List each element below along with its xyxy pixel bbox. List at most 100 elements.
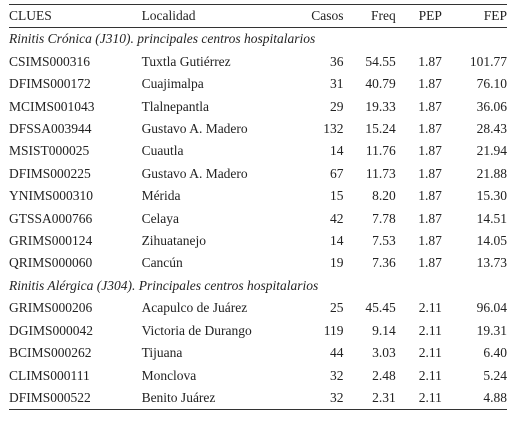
header-row: CLUES Localidad Casos Freq PEP FEP	[9, 5, 507, 28]
cell-localidad: Tijuana	[141, 345, 183, 361]
cell-casos: 31	[329, 76, 344, 92]
cell-fep: 15.30	[476, 188, 507, 204]
table-body: Rinitis Crónica (J310). principales cent…	[9, 28, 507, 410]
cell-localidad: Benito Juárez	[141, 389, 216, 405]
cell-clues: GTSSA000766	[9, 210, 93, 226]
table-row: GRIMS000206 Acapulco de Juárez 25 45.45 2.11…	[9, 297, 507, 319]
cell-freq: 54.55	[365, 53, 396, 69]
table-row: GTSSA000766 Celaya 42 7.78 1.87 14.51	[9, 208, 507, 230]
cell-pep: 1.87	[418, 98, 442, 114]
cell-casos: 119	[323, 322, 344, 338]
cell-localidad: Gustavo A. Madero	[141, 121, 248, 137]
cell-clues: MSIST000025	[9, 143, 90, 159]
cell-clues: GRIMS000206	[9, 300, 93, 316]
cell-fep: 76.10	[476, 76, 507, 92]
cell-pep: 1.87	[418, 76, 442, 92]
table-row: MSIST000025 Cuautla 14 11.76 1.87 21.94	[9, 140, 507, 162]
cell-clues: BCIMS000262	[9, 345, 92, 361]
cell-localidad: Acapulco de Juárez	[141, 300, 248, 316]
cell-localidad: Tuxtla Gutiérrez	[141, 53, 231, 69]
table-row: YNIMS000310 Mérida 15 8.20 1.87 15.30	[9, 185, 507, 207]
cell-freq: 8.20	[372, 188, 396, 204]
cell-freq: 11.73	[365, 165, 396, 181]
cell-casos: 14	[329, 143, 344, 159]
cell-pep: 1.87	[418, 233, 442, 249]
cell-fep: 28.43	[476, 121, 507, 137]
cell-freq: 15.24	[365, 121, 396, 137]
table-row: DFIMS000225 Gustavo A. Madero 67 11.73 1.87 2…	[9, 163, 507, 185]
cell-fep: 4.88	[483, 389, 507, 405]
cell-localidad: Cuajimalpa	[141, 76, 204, 92]
cell-localidad: Tlalnepantla	[141, 98, 210, 114]
cell-casos: 19	[329, 255, 344, 271]
cell-pep: 1.87	[418, 210, 442, 226]
header-localidad: Localidad	[141, 8, 196, 23]
cell-clues: YNIMS000310	[9, 188, 94, 204]
cell-casos: 36	[329, 53, 344, 69]
cell-clues: DFIMS000522	[9, 389, 91, 405]
section-title-row: Rinitis Alérgica (J304). Principales cen…	[9, 275, 507, 297]
cell-fep: 21.88	[476, 165, 507, 181]
cell-freq: 7.78	[372, 210, 396, 226]
table-row: DFIMS000172 Cuajimalpa 31 40.79 1.87 76.10	[9, 73, 507, 95]
cell-freq: 3.03	[372, 345, 396, 361]
cell-casos: 32	[329, 389, 344, 405]
cell-freq: 7.53	[372, 233, 396, 249]
header-clues: CLUES	[9, 8, 52, 23]
cell-fep: 36.06	[476, 98, 507, 114]
header-casos: Casos	[311, 8, 344, 23]
cell-freq: 40.79	[365, 76, 396, 92]
cell-casos: 14	[329, 233, 344, 249]
cell-clues: GRIMS000124	[9, 233, 93, 249]
cell-freq: 2.48	[372, 367, 396, 383]
cell-localidad: Monclova	[141, 367, 197, 383]
table-row: CSIMS000316 Tuxtla Gutiérrez 36 54.55 1.87 10…	[9, 51, 507, 73]
cell-fep: 14.05	[476, 233, 507, 249]
table-row: BCIMS000262 Tijuana 44 3.03 2.11 6.40	[9, 342, 507, 364]
cell-localidad: Cuautla	[141, 143, 184, 159]
cell-clues: CLIMS000111	[9, 367, 90, 383]
cell-fep: 13.73	[476, 255, 507, 271]
cell-pep: 2.11	[418, 322, 442, 338]
header-pep: PEP	[418, 8, 442, 23]
table-row: DGIMS000042 Victoria de Durango 119 9.14 2.1…	[9, 320, 507, 342]
cell-casos: 25	[329, 300, 344, 316]
table-row: CLIMS000111 Monclova 32 2.48 2.11 5.24	[9, 365, 507, 387]
cell-freq: 7.36	[372, 255, 396, 271]
cell-localidad: Gustavo A. Madero	[141, 165, 248, 181]
header-fep: FEP	[483, 8, 507, 23]
cell-pep: 1.87	[418, 255, 442, 271]
cell-fep: 6.40	[483, 345, 507, 361]
cell-freq: 19.33	[365, 98, 396, 114]
cell-localidad: Celaya	[141, 210, 180, 226]
hospital-table: CLUES Localidad Casos Freq PEP FEP Rinit…	[9, 4, 507, 411]
cell-casos: 15	[329, 188, 344, 204]
cell-freq: 45.45	[365, 300, 396, 316]
cell-pep: 2.11	[418, 367, 442, 383]
cell-clues: DGIMS000042	[9, 322, 94, 338]
cell-pep: 1.87	[418, 165, 442, 181]
cell-clues: DFIMS000172	[9, 76, 91, 92]
cell-pep: 1.87	[418, 53, 442, 69]
section-title: Rinitis Alérgica (J304). Principales cen…	[9, 277, 319, 293]
cell-localidad: Mérida	[141, 188, 181, 204]
cell-fep: 5.24	[483, 367, 507, 383]
cell-pep: 1.87	[418, 143, 442, 159]
table-row: GRIMS000124 Zihuatanejo 14 7.53 1.87 14.05	[9, 230, 507, 252]
cell-casos: 32	[329, 367, 344, 383]
cell-clues: MCIMS001043	[9, 98, 95, 114]
table-row: DFIMS000522 Benito Juárez 32 2.31 2.11 4.88	[9, 387, 507, 410]
cell-fep: 21.94	[476, 143, 507, 159]
section-title: Rinitis Crónica (J310). principales cent…	[9, 31, 316, 47]
cell-pep: 1.87	[418, 121, 442, 137]
cell-localidad: Zihuatanejo	[141, 233, 207, 249]
table-header: CLUES Localidad Casos Freq PEP FEP	[9, 5, 507, 28]
cell-clues: CSIMS000316	[9, 53, 91, 69]
table-row: DFSSA003944 Gustavo A. Madero 132 15.24 1.87…	[9, 118, 507, 140]
cell-pep: 2.11	[418, 345, 442, 361]
cell-freq: 2.31	[372, 389, 396, 405]
cell-freq: 9.14	[372, 322, 396, 338]
cell-fep: 101.77	[469, 53, 507, 69]
cell-clues: DFSSA003944	[9, 121, 92, 137]
